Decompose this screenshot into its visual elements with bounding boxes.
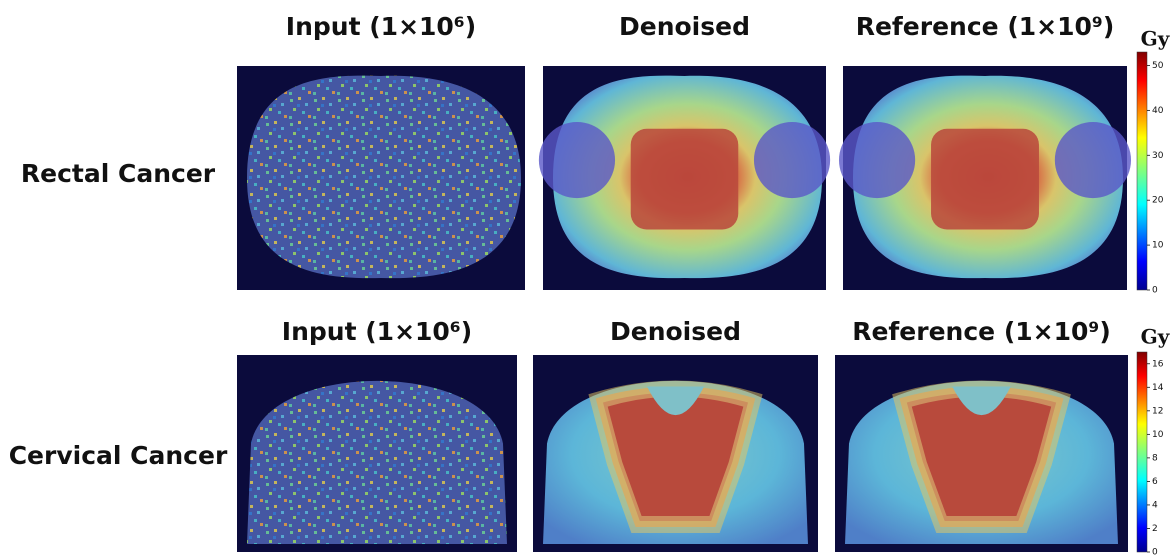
dose-image bbox=[839, 66, 1131, 290]
panel-title: Reference (1×10⁹) bbox=[856, 12, 1115, 41]
colorbar-tick-label: 40 bbox=[1152, 106, 1164, 116]
high-dose-core bbox=[631, 129, 739, 230]
colorbar-tick-label: 14 bbox=[1152, 383, 1164, 393]
colorbar-tick-label: 10 bbox=[1152, 241, 1164, 251]
colorbar bbox=[1137, 352, 1147, 552]
colorbar-tick-label: 4 bbox=[1152, 500, 1158, 510]
colorbar bbox=[1137, 52, 1147, 290]
colorbar-tick-label: 20 bbox=[1152, 196, 1164, 206]
colorbar-tick-label: 30 bbox=[1152, 151, 1164, 161]
row-label: Cervical Cancer bbox=[9, 441, 228, 470]
figure: Rectal Cancer Input (1×10⁶) Denoised Refere… bbox=[0, 0, 1174, 556]
colorbar-tick-label: 16 bbox=[1152, 359, 1164, 369]
hip-right bbox=[1055, 122, 1131, 198]
colorbar-unit: Gy bbox=[1141, 325, 1171, 349]
hip-right bbox=[754, 122, 830, 198]
colorbar-tick-label: 2 bbox=[1152, 524, 1158, 534]
panel-title: Denoised bbox=[619, 12, 750, 41]
row-label: Rectal Cancer bbox=[21, 159, 216, 188]
colorbar-tick-label: 12 bbox=[1152, 406, 1163, 416]
panel-title: Input (1×10⁶) bbox=[286, 12, 476, 41]
hip-left bbox=[839, 122, 915, 198]
dose-image bbox=[539, 66, 830, 290]
body-contour bbox=[247, 381, 507, 544]
colorbar-tick-label: 0 bbox=[1152, 286, 1158, 296]
colorbar-tick-label: 10 bbox=[1152, 430, 1164, 440]
colorbar-tick-label: 8 bbox=[1152, 453, 1158, 463]
panel-title: Reference (1×10⁹) bbox=[852, 317, 1111, 346]
dose-image bbox=[237, 355, 517, 552]
panel-title: Input (1×10⁶) bbox=[282, 317, 472, 346]
body-contour bbox=[247, 76, 521, 279]
colorbar-tick-label: 0 bbox=[1152, 548, 1158, 557]
colorbar-tick-label: 6 bbox=[1152, 477, 1158, 487]
hip-left bbox=[539, 122, 615, 198]
dose-image bbox=[533, 355, 818, 552]
dose-image bbox=[835, 355, 1128, 552]
colorbar-tick-label: 50 bbox=[1152, 61, 1164, 71]
colorbar-unit: Gy bbox=[1141, 27, 1171, 51]
high-dose-core bbox=[931, 129, 1039, 230]
dose-image bbox=[237, 66, 525, 290]
panel-title: Denoised bbox=[610, 317, 741, 346]
